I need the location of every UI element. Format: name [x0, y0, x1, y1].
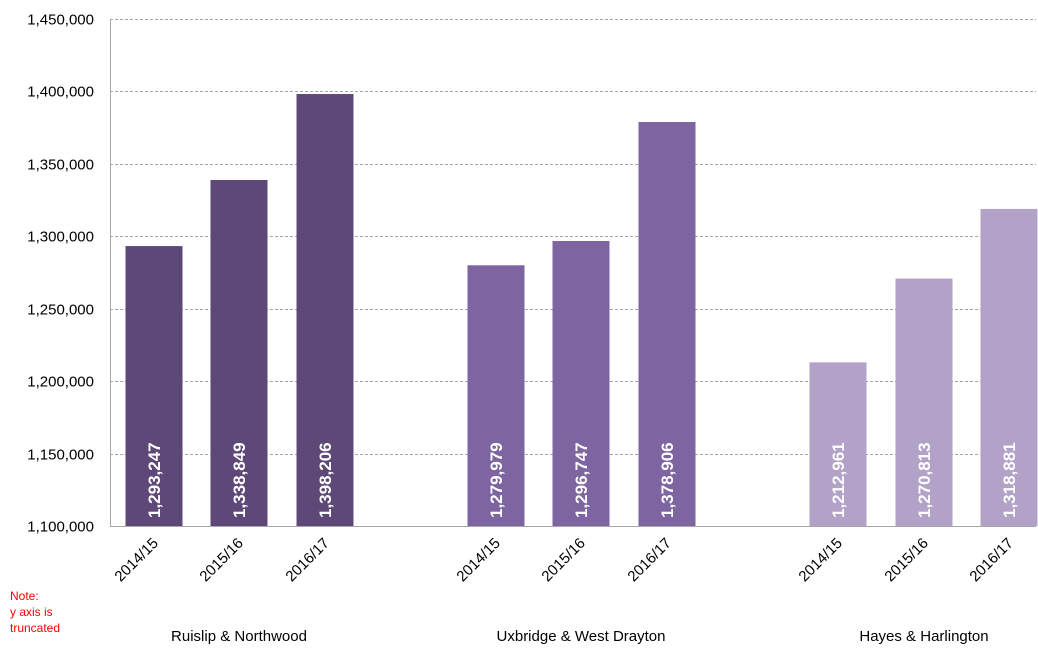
x-group-label: Hayes & Harlington — [859, 628, 988, 645]
y-tick-label: 1,250,000 — [27, 302, 94, 319]
y-tick-label: 1,450,000 — [27, 12, 94, 29]
bar-value-label: 1,279,979 — [487, 442, 506, 518]
x-category-label: 2016/17 — [966, 535, 1016, 585]
y-tick-label: 1,350,000 — [27, 157, 94, 174]
y-axis: 1,100,000 1,150,000 1,200,000 1,250,000 1,30… — [27, 12, 111, 536]
bar-value-label: 1,270,813 — [915, 442, 934, 518]
y-tick-label: 1,400,000 — [27, 84, 94, 101]
x-category-label: 2016/17 — [282, 535, 332, 585]
bar-value-label: 1,293,247 — [145, 442, 164, 518]
x-category-label: 2015/16 — [196, 535, 246, 585]
note-line-1: Note: — [10, 589, 39, 603]
bar — [809, 362, 867, 526]
bar-value-label: 1,338,849 — [230, 442, 249, 518]
bar-value-label: 1,296,747 — [572, 442, 591, 518]
note-line-3: truncated — [10, 621, 61, 635]
x-category-label: 2016/17 — [624, 535, 674, 585]
bar — [210, 180, 268, 526]
bar — [980, 208, 1038, 526]
bar — [125, 246, 183, 526]
bar — [895, 278, 953, 526]
y-tick-label: 1,150,000 — [27, 447, 94, 464]
bar-value-label: 1,398,206 — [316, 442, 335, 518]
y-tick-label: 1,100,000 — [27, 519, 94, 536]
bar — [638, 121, 696, 526]
y-tick-label: 1,300,000 — [27, 229, 94, 246]
bar-value-label: 1,378,906 — [658, 442, 677, 518]
x-axis: 2014/15 2015/16 2016/17 Ruislip & Northwood… — [110, 526, 1036, 645]
x-group-label: Uxbridge & West Drayton — [497, 628, 666, 645]
bar — [467, 265, 525, 526]
x-group-label: Ruislip & Northwood — [171, 628, 307, 645]
axis-note: Note: y axis is truncated — [10, 588, 90, 636]
x-category-label: 2014/15 — [111, 535, 161, 585]
bar-value-label: 1,318,881 — [1000, 442, 1019, 518]
note-line-2: y axis is — [10, 605, 53, 619]
y-tick-label: 1,200,000 — [27, 374, 94, 391]
bar — [296, 94, 354, 526]
x-category-label: 2015/16 — [538, 535, 588, 585]
x-category-label: 2014/15 — [795, 535, 845, 585]
x-category-label: 2014/15 — [453, 535, 503, 585]
bars: 1,293,247 1,338,849 1,398,206 1,279,979 1,29… — [125, 94, 1038, 526]
bar-value-label: 1,212,961 — [829, 442, 848, 518]
x-category-label: 2015/16 — [881, 535, 931, 585]
bar — [552, 240, 610, 526]
